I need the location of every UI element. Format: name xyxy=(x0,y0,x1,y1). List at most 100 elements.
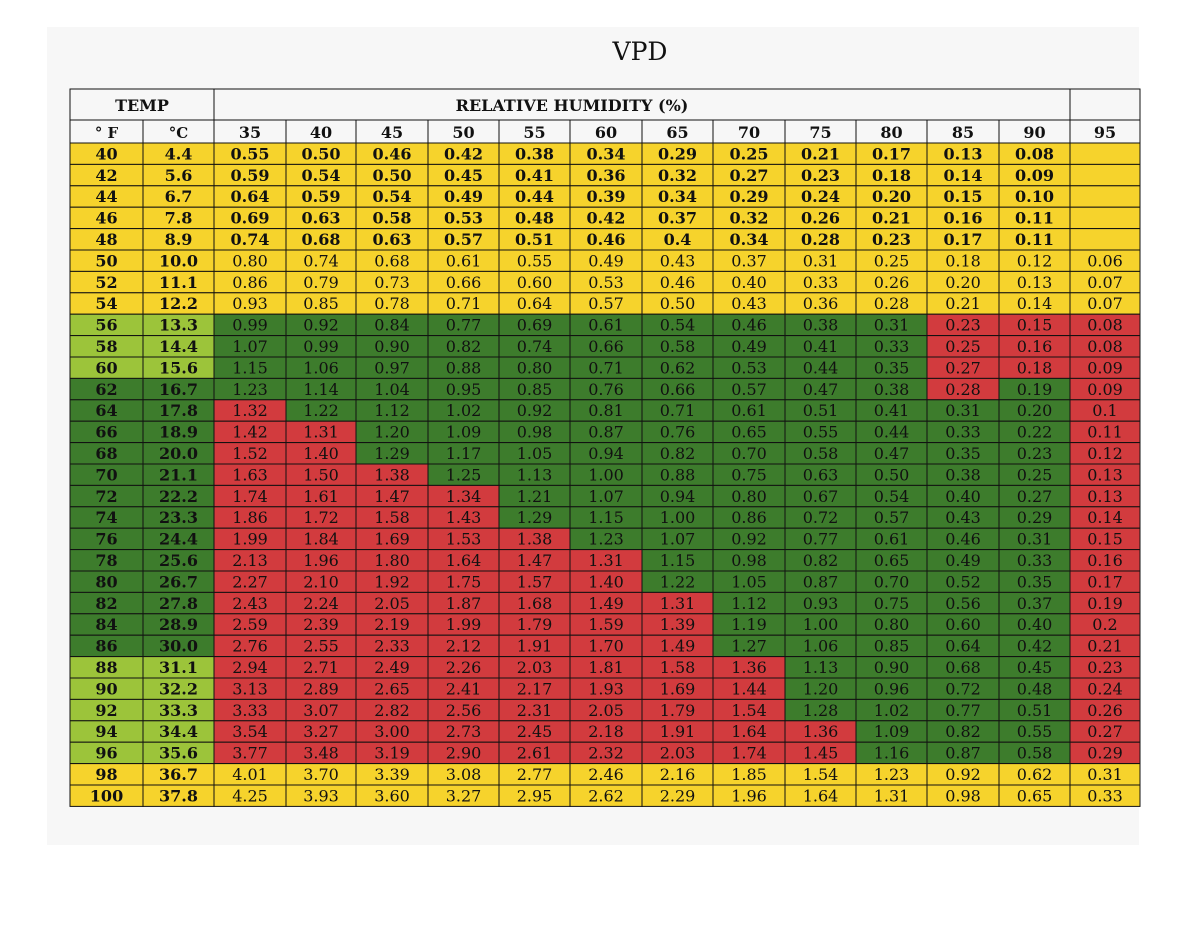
vpd-value: 0.54 xyxy=(874,487,910,506)
vpd-value: 0.77 xyxy=(446,316,482,335)
vpd-value: 0.67 xyxy=(803,487,839,506)
vpd-value: 1.12 xyxy=(731,594,767,613)
vpd-value: 0.16 xyxy=(1017,337,1053,356)
vpd-value: 0.90 xyxy=(374,337,410,356)
vpd-value: 2.31 xyxy=(517,701,553,720)
vpd-value: 0.19 xyxy=(1087,594,1123,613)
vpd-value: 0.29 xyxy=(730,187,769,206)
vpd-value: 0.93 xyxy=(803,594,839,613)
temp-f-value: 46 xyxy=(95,209,117,228)
vpd-value: 0.25 xyxy=(1017,465,1053,484)
vpd-value: 2.13 xyxy=(232,551,268,570)
vpd-value: 2.62 xyxy=(588,786,624,805)
vpd-value: 0.53 xyxy=(444,209,483,228)
vpd-value: 0.88 xyxy=(446,358,482,377)
rh-column-label: 90 xyxy=(1023,123,1045,142)
vpd-value: 0.23 xyxy=(945,316,981,335)
vpd-value: 0.96 xyxy=(874,679,910,698)
vpd-value: 2.18 xyxy=(588,722,624,741)
vpd-value: 1.31 xyxy=(874,786,910,805)
vpd-value: 0.65 xyxy=(1017,786,1053,805)
vpd-value: 0.82 xyxy=(660,444,696,463)
vpd-value: 0.19 xyxy=(1017,380,1053,399)
vpd-value: 0.84 xyxy=(374,316,410,335)
vpd-value: 0.88 xyxy=(660,465,696,484)
vpd-value: 3.39 xyxy=(374,765,410,784)
vpd-value: 2.49 xyxy=(374,658,410,677)
vpd-value: 3.33 xyxy=(232,701,268,720)
vpd-value: 0.4 xyxy=(664,230,692,249)
vpd-value: 0.63 xyxy=(302,209,341,228)
vpd-value: 0.52 xyxy=(945,572,981,591)
vpd-value: 0.38 xyxy=(803,316,839,335)
vpd-value: 0.66 xyxy=(660,380,696,399)
vpd-value: 3.07 xyxy=(303,701,339,720)
vpd-value: 0.55 xyxy=(517,251,553,270)
temp-c-value: 10.0 xyxy=(159,251,198,270)
vpd-value: 0.13 xyxy=(944,144,983,163)
temp-f-value: 100 xyxy=(90,786,123,805)
vpd-value: 1.74 xyxy=(232,487,268,506)
vpd-value: 1.21 xyxy=(517,487,553,506)
vpd-value: 0.48 xyxy=(1017,679,1053,698)
vpd-value: 0.31 xyxy=(1017,530,1053,549)
rh-column-label: 50 xyxy=(452,123,474,142)
vpd-value: 2.82 xyxy=(374,701,410,720)
vpd-value: 1.40 xyxy=(303,444,339,463)
vpd-value: 0.49 xyxy=(945,551,981,570)
vpd-value: 1.00 xyxy=(588,465,624,484)
vpd-value: 1.80 xyxy=(374,551,410,570)
vpd-value: 0.49 xyxy=(444,187,483,206)
rh-column-label: 65 xyxy=(666,123,688,142)
vpd-value: 0.24 xyxy=(801,187,840,206)
temp-f-value: 40 xyxy=(95,144,117,163)
vpd-value: 1.72 xyxy=(303,508,339,527)
vpd-value: 2.29 xyxy=(660,786,696,805)
vpd-value: 0.06 xyxy=(1087,251,1123,270)
vpd-value: 0.56 xyxy=(945,594,981,613)
vpd-value: 0.86 xyxy=(232,273,268,292)
rh-column-label: 55 xyxy=(523,123,545,142)
vpd-value: 1.69 xyxy=(660,679,696,698)
temp-c-value: 8.9 xyxy=(165,230,193,249)
temp-c-value: 37.8 xyxy=(159,786,198,805)
vpd-value: 1.38 xyxy=(517,530,553,549)
vpd-value: 0.87 xyxy=(945,744,981,763)
vpd-value: 0.87 xyxy=(588,423,624,442)
vpd-value: 0.55 xyxy=(803,423,839,442)
vpd-value: 0.20 xyxy=(945,273,981,292)
temp-f-value: 42 xyxy=(95,166,117,185)
vpd-value: 2.94 xyxy=(232,658,268,677)
vpd-value: 0.50 xyxy=(302,144,341,163)
vpd-value: 0.49 xyxy=(731,337,767,356)
vpd-value: 1.54 xyxy=(731,701,767,720)
vpd-value: 0.38 xyxy=(515,144,554,163)
vpd-value: 1.38 xyxy=(374,465,410,484)
vpd-value: 0.75 xyxy=(874,594,910,613)
vpd-value: 0.18 xyxy=(1017,358,1053,377)
vpd-value: 2.95 xyxy=(517,786,553,805)
vpd-value: 1.91 xyxy=(517,637,553,656)
temp-f-value: 90 xyxy=(95,679,117,698)
vpd-value: 0.18 xyxy=(872,166,911,185)
vpd-value: 1.99 xyxy=(446,615,482,634)
vpd-value: 3.00 xyxy=(374,722,410,741)
temp-f-value: 48 xyxy=(95,230,117,249)
vpd-value: 0.08 xyxy=(1087,337,1123,356)
rh-group-header-ext xyxy=(1069,88,1141,121)
vpd-value: 0.11 xyxy=(1015,230,1054,249)
vpd-value: 0.45 xyxy=(1017,658,1053,677)
vpd-value: 0.47 xyxy=(874,444,910,463)
vpd-value: 0.44 xyxy=(803,358,839,377)
vpd-value: 0.61 xyxy=(731,401,767,420)
vpd-value: 1.49 xyxy=(588,594,624,613)
vpd-value: 2.43 xyxy=(232,594,268,613)
vpd-value: 0.36 xyxy=(587,166,626,185)
temp-f-value: 62 xyxy=(95,380,117,399)
vpd-value: 1.25 xyxy=(446,465,482,484)
vpd-value: 0.12 xyxy=(1017,251,1053,270)
temp-c-value: 36.7 xyxy=(159,765,198,784)
vpd-value: 0.71 xyxy=(446,294,482,313)
vpd-value: 3.27 xyxy=(303,722,339,741)
